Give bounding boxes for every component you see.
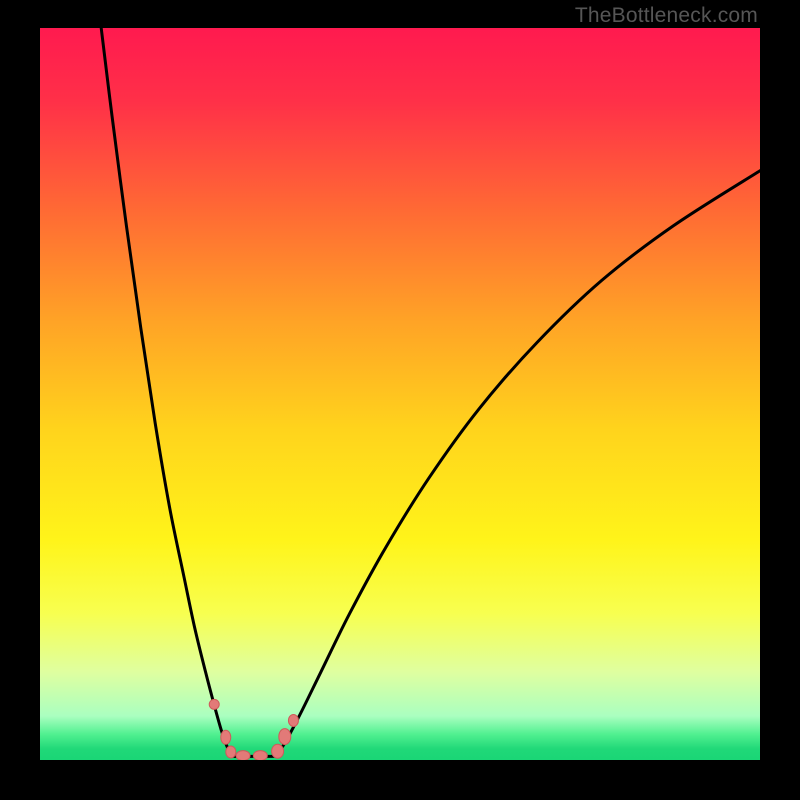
curve-marker	[226, 746, 236, 758]
curve-marker	[279, 729, 291, 745]
curve-marker	[236, 751, 250, 760]
curve-marker	[272, 744, 284, 758]
gradient-background	[40, 28, 760, 760]
curve-marker	[209, 699, 219, 709]
curve-marker	[288, 714, 298, 726]
chart-frame: TheBottleneck.com	[0, 0, 800, 800]
plot-area	[40, 28, 760, 760]
curve-marker	[253, 751, 267, 760]
watermark-text: TheBottleneck.com	[575, 4, 758, 28]
bottleneck-curve-chart	[40, 28, 760, 760]
curve-marker	[221, 730, 231, 744]
